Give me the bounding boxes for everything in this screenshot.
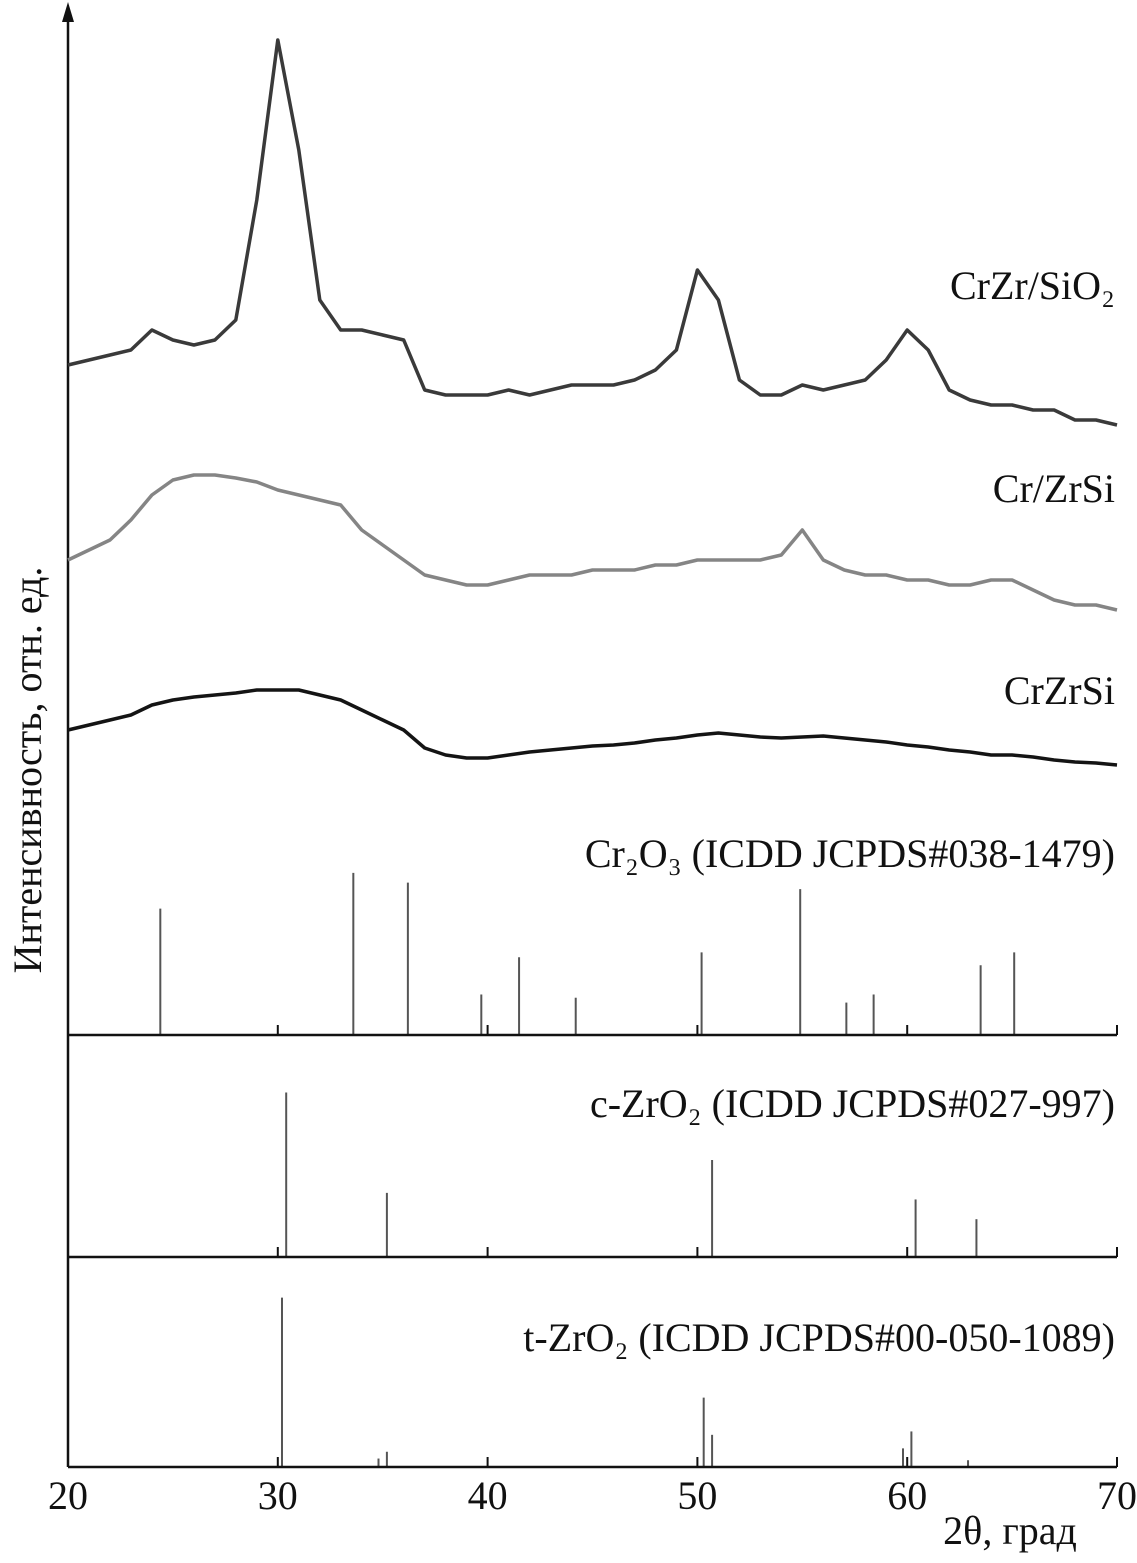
- reference-title: t-ZrO₂ (ICDD JCPDS#00-050-1089): [523, 1315, 1115, 1360]
- y-axis-arrow: [62, 2, 74, 22]
- x-tick-label: 60: [887, 1473, 927, 1518]
- y-axis-label: Интенсивность, отн. ед.: [5, 567, 50, 974]
- xrd-pattern: [67, 688, 1118, 767]
- x-tick-label: 30: [258, 1473, 298, 1518]
- xrd-pattern: [67, 38, 1118, 427]
- series-label: CrZrSi: [1004, 668, 1115, 713]
- xrd-pattern: [67, 473, 1118, 612]
- x-tick-label: 70: [1097, 1473, 1137, 1518]
- series-label: CrZr/SiO₂: [950, 263, 1115, 308]
- x-tick-label: 20: [48, 1473, 88, 1518]
- reference-title: c-ZrO₂ (ICDD JCPDS#027-997): [590, 1081, 1115, 1126]
- series-label: Cr/ZrSi: [993, 466, 1115, 511]
- x-tick-label: 50: [677, 1473, 717, 1518]
- x-tick-label: 40: [468, 1473, 508, 1518]
- reference-title: Cr₂O₃ (ICDD JCPDS#038-1479): [585, 831, 1115, 876]
- x-axis-label: 2θ, град: [943, 1508, 1077, 1553]
